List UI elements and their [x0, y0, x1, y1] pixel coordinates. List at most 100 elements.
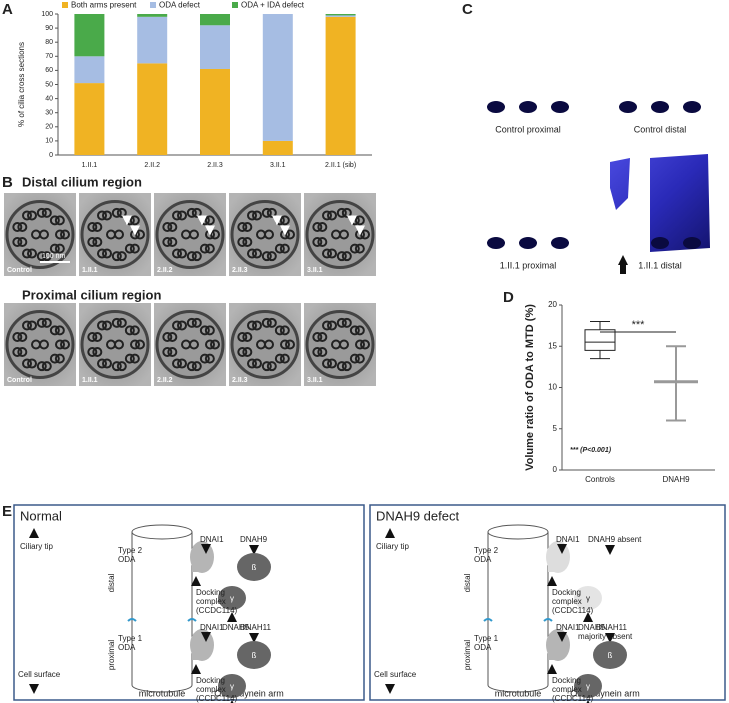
label: proximal — [463, 640, 472, 670]
lumen — [519, 237, 537, 249]
label: DNAI1 — [556, 535, 580, 544]
doublet — [54, 215, 65, 226]
x-tick-label: 3.II.1 — [270, 162, 286, 169]
label: ß — [608, 651, 613, 660]
arrowhead — [280, 225, 290, 236]
doublet — [186, 361, 197, 372]
gamma-head — [574, 674, 602, 698]
doublet — [237, 331, 248, 342]
image-label: 1.II.1 — [82, 377, 98, 384]
doublet — [116, 207, 127, 218]
doublet — [12, 331, 23, 342]
y-tick-label: 0 — [553, 465, 558, 474]
tube-bottom — [487, 684, 549, 693]
arrowhead — [355, 225, 365, 236]
image-label: 1.II.1 distal — [638, 260, 682, 270]
doublet — [266, 361, 277, 372]
bar-segment — [137, 16, 168, 64]
image-label: 2.II.3 — [232, 267, 248, 274]
bar-segment — [200, 14, 230, 26]
label: Outer dynein arm — [214, 688, 284, 698]
doublet — [242, 347, 253, 358]
doublet — [191, 207, 202, 218]
doublet — [336, 361, 347, 372]
section-title: Proximal cilium region — [22, 287, 161, 302]
image-label: Control proximal — [495, 124, 561, 134]
label: Ciliary tip — [20, 542, 53, 551]
arrowhead — [29, 528, 39, 538]
label: Docking — [196, 676, 225, 685]
doublet — [87, 331, 98, 342]
image-label: 3.II.1 — [307, 267, 323, 274]
doublet — [322, 248, 332, 259]
label: DNAH9 absent — [588, 535, 642, 544]
arrow-shaft — [620, 265, 626, 274]
central-pair — [39, 339, 49, 350]
x-tick-label: 1.II.1 — [82, 162, 98, 169]
y-tick-label: 50 — [45, 81, 53, 88]
doublet — [111, 251, 122, 262]
doublet — [54, 325, 65, 336]
doublet — [261, 317, 272, 328]
doublet — [341, 361, 352, 372]
doublet — [49, 215, 60, 226]
doublet — [252, 210, 262, 221]
doublet — [322, 210, 332, 221]
label: ß — [252, 563, 257, 572]
doublet — [312, 331, 323, 342]
doublet — [116, 361, 127, 372]
doublet — [54, 353, 65, 364]
label: Type 1 — [118, 634, 143, 643]
doublet — [41, 361, 52, 372]
label: DNAI1 — [200, 623, 224, 632]
doublet — [102, 248, 112, 259]
doublet — [60, 229, 70, 240]
bar-segment — [200, 68, 230, 155]
doublet — [130, 339, 140, 350]
central-pair — [339, 339, 349, 350]
label: majority absent — [578, 632, 633, 641]
image-label: Control distal — [634, 124, 687, 134]
doublet — [49, 353, 60, 364]
doublet — [285, 339, 295, 350]
image-label: 1.II.1 — [82, 267, 98, 274]
label: γ — [230, 594, 234, 603]
label: (CCDC114) — [196, 606, 238, 615]
doublet — [36, 361, 47, 372]
lumen — [683, 237, 701, 249]
doublet — [92, 237, 103, 248]
doublet — [237, 347, 248, 358]
arrowhead — [385, 528, 395, 538]
doublet — [252, 248, 262, 259]
doublet — [36, 317, 47, 328]
doublet — [327, 358, 337, 369]
doublet — [87, 221, 98, 232]
doublet — [129, 353, 140, 364]
label: Cell surface — [374, 670, 417, 679]
label: ODA — [474, 643, 492, 652]
arrowhead — [557, 632, 567, 642]
lumen — [651, 101, 669, 113]
lumen — [487, 237, 505, 249]
doublet — [124, 325, 135, 336]
doublet — [266, 317, 277, 328]
legend-label: ODA + IDA defect — [241, 1, 305, 10]
doublet — [261, 207, 272, 218]
doublet — [237, 237, 248, 248]
box-title: DNAH9 defect — [376, 508, 459, 523]
arrowhead — [347, 215, 357, 226]
doublet — [360, 229, 370, 240]
doublet — [360, 339, 370, 350]
doublet — [129, 325, 140, 336]
bar-segment — [262, 140, 293, 155]
label: (CCDC114) — [196, 694, 238, 703]
doublet — [274, 243, 285, 254]
doublet — [111, 361, 122, 372]
label: Docking — [552, 588, 581, 597]
label: DNAH9 — [240, 535, 268, 544]
bar-segment — [137, 63, 168, 155]
y-tick-label: 90 — [45, 25, 53, 32]
doublet — [167, 221, 178, 232]
arrowhead — [385, 684, 395, 694]
doublet — [12, 221, 23, 232]
